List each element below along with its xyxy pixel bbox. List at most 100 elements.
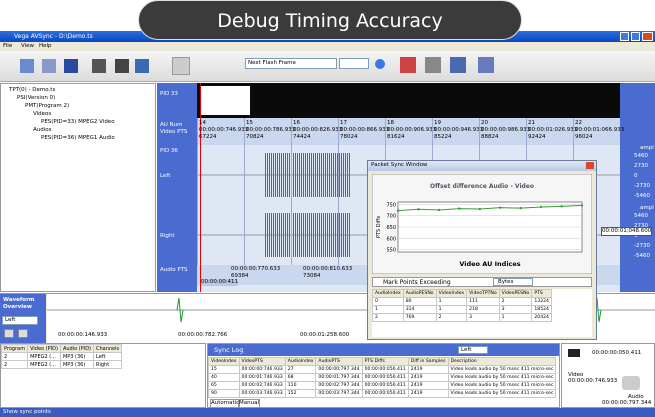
tool-icon[interactable] [450,57,466,73]
cell: 00:00:00:746.933 [239,366,285,374]
frame-pcr: 81624 [387,134,405,141]
frame-pts: 00:00:01:026.933 [528,127,577,134]
cell: 18524 [532,306,552,314]
cell: 2 [2,353,28,361]
frame-pts: 00:00:00:946.933 [434,127,483,134]
au-num: 20 [481,120,488,127]
column-header: VideoTPTNo [467,290,500,298]
audio-pts-label: Audio PTS [160,267,188,274]
column-header: Audio (PID) [60,345,93,353]
units-select[interactable]: Bytes [493,278,533,286]
maximize-button[interactable] [631,32,640,41]
dropdown-value: Next Flash Frame [248,60,296,67]
zoom-out-button[interactable] [18,329,28,338]
cell: Video leads audio by 50 msec 411 micro-s… [448,382,556,390]
column-header: PTS [532,290,552,298]
cell: Video leads audio by 50 msec 411 micro-s… [448,366,556,374]
column-header: Channels [94,345,122,353]
tool-icon[interactable] [42,59,56,73]
frame-pts: 00:00:00:826.933 [293,127,342,134]
cell: 00:00:02:746.933 [239,382,285,390]
tree-item: Audios [33,127,52,134]
frame-pcr: 88824 [481,134,499,141]
cell: 00:00:00:050.411 [362,374,408,382]
cell: 00:00:00:050.411 [362,390,408,398]
tool-icon[interactable] [20,59,34,73]
tool-icon[interactable] [478,57,494,73]
header-row: AudioIndexAudioPESNoVideoIndexVideoTPTNo… [373,290,552,298]
tool-icon[interactable] [375,59,385,69]
y-tick-label: 650 [386,225,396,231]
menu-item[interactable]: View [21,43,34,50]
data-point [581,204,583,206]
column-header: Program [2,345,28,353]
log-tab[interactable]: Manual [238,399,260,408]
audio-frame-pts: 00:00:00:770.633 [231,266,280,273]
mark-points-bar: Mark Points Exceeding Bytes [372,277,592,287]
tool-icon[interactable] [115,59,129,73]
column-header: Diff in Samples [408,358,448,366]
data-point [519,207,521,209]
menu-item[interactable]: File [3,43,12,50]
y-tick-label: 550 [386,248,396,254]
cell: 00:00:00:797.344 [316,366,362,374]
zoom-in-button[interactable] [4,329,14,338]
cell: 2419 [408,374,448,382]
cell: 218 [467,306,500,314]
ruler-label: -5460 [634,193,650,200]
data-point [438,209,440,211]
psw-close[interactable] [586,162,594,169]
log-channel-select[interactable]: Left [458,346,488,354]
cell: 90 [209,390,240,398]
frame-pts: 00:00:00:906.933 [387,127,436,134]
speaker-icon [622,376,640,390]
column-header: VideoIndex [209,358,240,366]
channel-select[interactable]: Left [2,316,38,325]
frame-pcr: 96024 [575,134,593,141]
packet-sync-window: Packet Sync Window Offset difference Aud… [367,160,597,340]
cell: 110 [285,382,316,390]
ruler-label: 2730 [634,163,648,170]
close-button[interactable] [642,32,653,41]
tool-icon[interactable] [172,57,190,75]
data-point [540,206,542,208]
tool-icon[interactable] [425,57,441,73]
tool-icon[interactable] [92,59,106,73]
data-point [499,206,501,208]
column-header: AudioPTS [316,358,362,366]
cell: 00:00:00:050.411 [362,366,408,374]
cell: 00:00:02:797.344 [316,382,362,390]
input-box[interactable] [339,58,369,69]
summary-diff: 00:00:00:050.411 [592,350,641,357]
frame-pts: 00:00:00:986.933 [481,127,530,134]
cursor-time: 00:00:00:411 [201,279,238,286]
window-title: Vega AVSync - D:\Demo.ts [14,33,93,40]
cell: 1 [373,306,404,314]
frame-dropdown[interactable]: Next Flash Frame [245,58,337,69]
log-tab[interactable]: Automatic [210,399,240,408]
cell: 3 [467,314,500,322]
cell: 2419 [408,390,448,398]
video-pts-label: Video PTS [160,129,187,136]
tool-icon[interactable] [64,59,78,73]
minimize-button[interactable] [620,32,629,41]
menu-bar: File View Help [0,42,655,51]
tree-item: TPT(0) - Demo.ts [9,87,55,94]
cell: 27 [285,366,316,374]
tool-icon[interactable] [400,57,416,73]
x-axis-label: Video AU Indices [459,260,520,268]
tool-icon[interactable] [135,59,149,73]
menu-item[interactable]: Help [39,43,52,50]
